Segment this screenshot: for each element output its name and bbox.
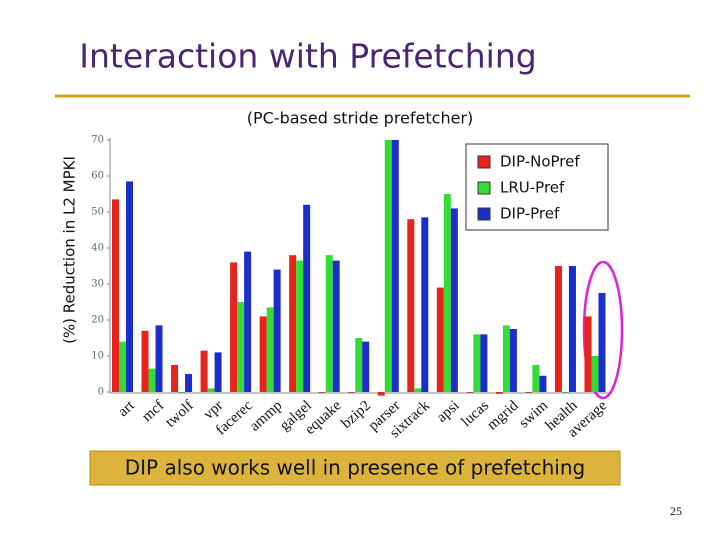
bar bbox=[214, 352, 222, 392]
highlight-ellipse bbox=[582, 260, 624, 400]
y-axis-label: (%) Reduction in L2 MPKI bbox=[61, 156, 79, 344]
y-tick-label: 30 bbox=[91, 279, 104, 290]
y-tick-label: 10 bbox=[91, 351, 104, 362]
bar bbox=[391, 140, 399, 392]
bar bbox=[421, 217, 429, 392]
bar bbox=[466, 392, 474, 393]
bar bbox=[185, 374, 193, 392]
bar bbox=[450, 208, 458, 392]
bar bbox=[584, 316, 592, 392]
legend-swatch bbox=[477, 207, 491, 221]
legend-label: LRU-Pref bbox=[500, 179, 565, 197]
bar bbox=[318, 392, 326, 393]
bar bbox=[598, 293, 606, 392]
bar bbox=[266, 307, 274, 392]
chart-subtitle: (PC-based stride prefetcher) bbox=[247, 109, 474, 128]
bar bbox=[377, 392, 385, 396]
bar bbox=[414, 388, 422, 392]
bar bbox=[502, 325, 510, 392]
bar bbox=[296, 260, 304, 392]
bar bbox=[259, 316, 267, 392]
y-tick-label: 50 bbox=[91, 207, 104, 218]
bar bbox=[126, 181, 133, 392]
bar bbox=[155, 325, 163, 392]
x-tick-label: twolf bbox=[163, 398, 197, 431]
bar bbox=[568, 266, 576, 392]
bar bbox=[119, 341, 126, 392]
bar bbox=[348, 392, 356, 393]
bar bbox=[207, 388, 215, 392]
bar bbox=[303, 204, 311, 392]
page-number: 25 bbox=[670, 504, 682, 518]
bar bbox=[230, 262, 238, 392]
bar bbox=[539, 375, 547, 392]
bar bbox=[178, 392, 186, 393]
bar bbox=[561, 392, 569, 393]
bar bbox=[171, 365, 179, 392]
y-tick-label: 60 bbox=[91, 171, 104, 182]
bar bbox=[407, 219, 415, 392]
bar bbox=[273, 269, 281, 392]
y-tick-label: 0 bbox=[98, 387, 104, 398]
bar bbox=[362, 341, 370, 392]
bar bbox=[289, 255, 297, 392]
x-tick-label: apsi bbox=[434, 398, 463, 426]
bar bbox=[141, 330, 149, 392]
bar bbox=[509, 329, 517, 392]
slide-title: Interaction with Prefetching bbox=[79, 37, 536, 76]
x-tick-label: mcf bbox=[139, 398, 167, 425]
callout-text: DIP also works well in presence of prefe… bbox=[125, 456, 586, 480]
bar bbox=[525, 392, 533, 393]
y-tick-label: 70 bbox=[91, 135, 104, 146]
bar bbox=[436, 287, 444, 392]
bar bbox=[332, 260, 340, 392]
bar bbox=[325, 255, 333, 392]
bar bbox=[384, 140, 392, 392]
y-tick-label: 20 bbox=[91, 315, 104, 326]
bar bbox=[473, 334, 481, 392]
legend-swatch bbox=[477, 181, 491, 195]
legend-swatch bbox=[477, 155, 491, 169]
bar bbox=[237, 302, 245, 392]
legend-label: DIP-NoPref bbox=[500, 153, 580, 171]
bar bbox=[355, 338, 363, 392]
bar bbox=[480, 334, 488, 392]
bar bbox=[495, 392, 503, 394]
x-tick-label: mgrid bbox=[484, 397, 522, 433]
bar bbox=[443, 194, 451, 392]
bar bbox=[591, 356, 599, 392]
bar bbox=[112, 199, 119, 392]
y-tick-label: 40 bbox=[91, 243, 104, 254]
legend-label: DIP-Pref bbox=[500, 205, 560, 223]
callout-box bbox=[89, 450, 621, 486]
bar bbox=[532, 365, 540, 392]
bar bbox=[554, 266, 562, 392]
bar bbox=[148, 368, 156, 392]
x-tick-label: ammp bbox=[247, 398, 286, 435]
bar bbox=[244, 251, 252, 392]
x-tick-label: art bbox=[115, 397, 138, 420]
bar bbox=[200, 350, 208, 392]
